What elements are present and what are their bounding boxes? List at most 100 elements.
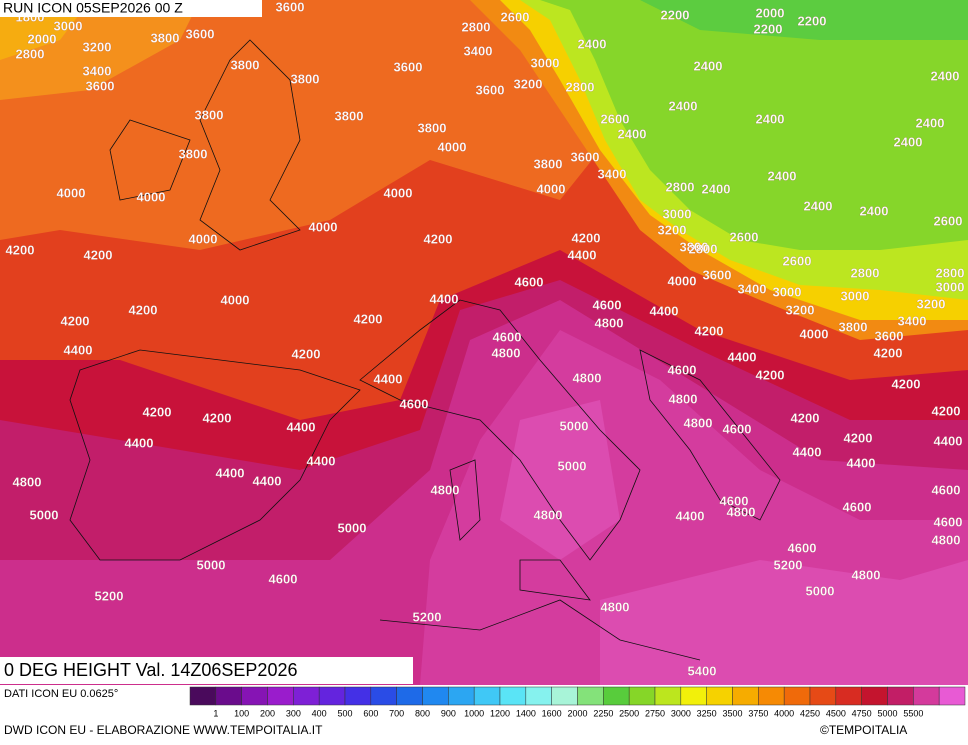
contour-label: 4000 bbox=[189, 231, 218, 246]
legend-swatch bbox=[215, 686, 242, 706]
legend-tick-label: 1200 bbox=[490, 708, 510, 718]
contour-label: 4600 bbox=[934, 514, 963, 529]
contour-label: 3800 bbox=[151, 30, 180, 45]
contour-label: 3800 bbox=[291, 71, 320, 86]
contour-label: 3600 bbox=[394, 59, 423, 74]
contour-label: 5200 bbox=[413, 609, 442, 624]
contour-label: 3400 bbox=[83, 63, 112, 78]
contour-label: 4400 bbox=[374, 371, 403, 386]
contour-label: 3600 bbox=[703, 267, 732, 282]
credit: DWD ICON EU - ELABORAZIONE WWW.TEMPOITAL… bbox=[4, 723, 323, 737]
contour-label: 4400 bbox=[568, 247, 597, 262]
contour-label: 4200 bbox=[129, 302, 158, 317]
contour-label: 3000 bbox=[663, 206, 692, 221]
legend-tick-label: 600 bbox=[363, 708, 378, 718]
contour-label: 4200 bbox=[143, 404, 172, 419]
contour-label: 4200 bbox=[874, 345, 903, 360]
legend-tick-label: 4250 bbox=[800, 708, 820, 718]
legend-swatch bbox=[938, 686, 966, 706]
contour-label: 2800 bbox=[689, 241, 718, 256]
contour-label: 4800 bbox=[852, 567, 881, 582]
contour-label: 3600 bbox=[571, 149, 600, 164]
contour-label: 4000 bbox=[384, 185, 413, 200]
contour-label: 2200 bbox=[754, 21, 783, 36]
legend-swatch bbox=[267, 686, 294, 706]
legend-tick-label: 1600 bbox=[542, 708, 562, 718]
contour-label: 2200 bbox=[798, 13, 827, 28]
contour-label: 4600 bbox=[788, 540, 817, 555]
contour-label: 4400 bbox=[64, 342, 93, 357]
legend-tick-label: 5000 bbox=[877, 708, 897, 718]
contour-label: 4800 bbox=[684, 415, 713, 430]
contour-label: 4200 bbox=[932, 403, 961, 418]
contour-label: 4600 bbox=[493, 329, 522, 344]
contour-label: 4400 bbox=[216, 465, 245, 480]
contour-label: 3000 bbox=[773, 284, 802, 299]
contour-label: 2800 bbox=[851, 265, 880, 280]
contour-label: 4800 bbox=[601, 599, 630, 614]
legend-swatch bbox=[603, 686, 630, 706]
legend-tick-label: 100 bbox=[234, 708, 249, 718]
legend-swatch bbox=[396, 686, 423, 706]
source-label: DATI ICON EU 0.0625° bbox=[4, 688, 118, 700]
legend-swatch bbox=[887, 686, 914, 706]
legend-tick-label: 1000 bbox=[464, 708, 484, 718]
legend-tick-label: 2750 bbox=[645, 708, 665, 718]
contour-label: 4800 bbox=[573, 370, 602, 385]
legend-swatch bbox=[499, 686, 527, 706]
legend-swatch bbox=[473, 686, 501, 706]
contour-label: 3600 bbox=[276, 0, 305, 14]
contour-label: 3000 bbox=[54, 18, 83, 33]
run-label: RUN ICON 05SEP2026 00 Z bbox=[3, 0, 183, 16]
contour-label: 4200 bbox=[791, 410, 820, 425]
legend-swatch bbox=[732, 686, 759, 706]
legend-tick-label: 200 bbox=[260, 708, 275, 718]
contour-label: 4800 bbox=[932, 532, 961, 547]
legend-tick-label: 5500 bbox=[903, 708, 923, 718]
contour-label: 4400 bbox=[793, 444, 822, 459]
field-box bbox=[0, 657, 413, 684]
contour-label: 3400 bbox=[738, 281, 767, 296]
legend-swatch bbox=[370, 686, 397, 706]
legend-tick-label: 500 bbox=[337, 708, 352, 718]
legend-swatch bbox=[551, 686, 578, 706]
contour-label: 2400 bbox=[916, 115, 945, 130]
contour-label: 4800 bbox=[595, 315, 624, 330]
field-label: 0 DEG HEIGHT Val. 14Z06SEP2026 bbox=[4, 660, 297, 680]
legend-swatch bbox=[525, 686, 552, 706]
contour-label: 4400 bbox=[728, 349, 757, 364]
contour-label: 2400 bbox=[578, 36, 607, 51]
contour-label: 4600 bbox=[843, 499, 872, 514]
contour-label: 4000 bbox=[800, 326, 829, 341]
contour-label: 2400 bbox=[756, 111, 785, 126]
legend-swatch bbox=[422, 686, 449, 706]
contour-label: 3800 bbox=[195, 107, 224, 122]
contour-label: 4400 bbox=[934, 433, 963, 448]
contour-label: 4600 bbox=[269, 571, 298, 586]
contour-label: 2400 bbox=[860, 203, 889, 218]
contour-label: 4400 bbox=[307, 453, 336, 468]
run-box bbox=[0, 0, 262, 17]
contour-label: 3800 bbox=[534, 156, 563, 171]
legend-swatch bbox=[861, 686, 888, 706]
legend-swatch bbox=[241, 686, 268, 706]
contour-label: 4200 bbox=[695, 323, 724, 338]
contour-label: 4600 bbox=[932, 482, 961, 497]
legend-swatch bbox=[577, 686, 604, 706]
contour-label: 5000 bbox=[806, 583, 835, 598]
legend-tick-label: 3750 bbox=[748, 708, 768, 718]
contour-labels: 3600180030002000320028003800360034003600… bbox=[5, 0, 964, 679]
contour-label: 2400 bbox=[702, 181, 731, 196]
contour-label: 3600 bbox=[186, 26, 215, 41]
contour-label: 2400 bbox=[768, 168, 797, 183]
legend-swatch bbox=[318, 686, 346, 706]
contour-label: 2200 bbox=[661, 7, 690, 22]
contour-label: 4600 bbox=[723, 421, 752, 436]
contour-label: 4200 bbox=[572, 230, 601, 245]
contour-label: 4800 bbox=[13, 474, 42, 489]
contour-label: 4600 bbox=[400, 396, 429, 411]
contour-label: 4400 bbox=[847, 455, 876, 470]
contour-label: 2400 bbox=[894, 134, 923, 149]
legend-tick-label: 2000 bbox=[567, 708, 587, 718]
contour-label: 4000 bbox=[137, 189, 166, 204]
